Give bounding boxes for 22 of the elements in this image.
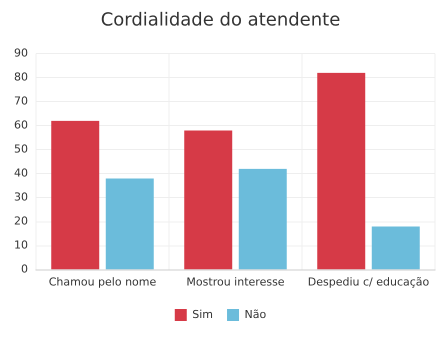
x-tick-label: Chamou pelo nome <box>48 275 156 288</box>
y-tick-label: 20 <box>14 214 28 228</box>
bar <box>372 226 420 270</box>
y-tick-label: 10 <box>14 238 28 252</box>
y-tick-label: 40 <box>14 166 28 180</box>
bar <box>238 168 287 270</box>
bar <box>51 120 100 270</box>
x-tick-label: Despediu c/ educação <box>308 275 430 288</box>
y-tick-label: 60 <box>14 118 28 132</box>
legend-label: Não <box>244 308 266 321</box>
y-tick-label: 90 <box>14 46 28 60</box>
y-tick-label: 80 <box>14 70 28 84</box>
y-tick-label: 30 <box>14 190 28 204</box>
bar <box>106 178 154 270</box>
y-tick-label: 50 <box>14 142 28 156</box>
y-tick-label: 0 <box>20 262 28 276</box>
chart-title: Cordialidade do atendente <box>100 9 340 30</box>
y-tick-label: 70 <box>14 94 28 108</box>
x-tick-label: Mostrou interesse <box>186 275 285 288</box>
legend-label: Sim <box>192 308 214 321</box>
bar <box>184 130 232 270</box>
bar <box>317 72 366 270</box>
